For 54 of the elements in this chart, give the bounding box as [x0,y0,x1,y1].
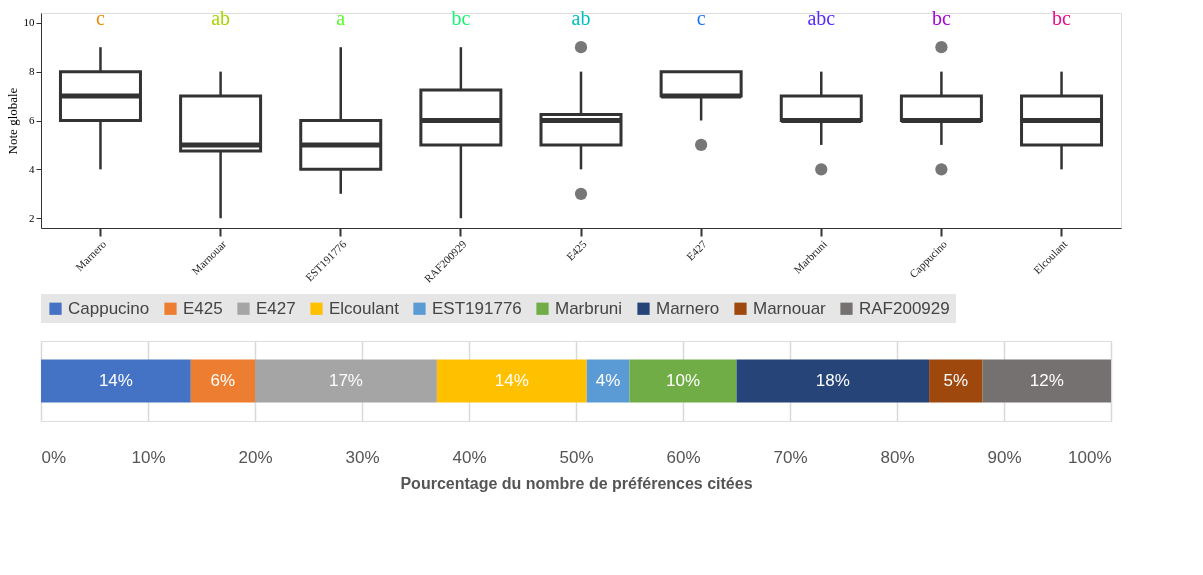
annotation: ab [571,7,591,29]
legend-label: E427 [256,298,296,318]
x-tick-label: 20% [238,447,273,467]
y-tick-label: 8 [29,65,35,78]
bar [436,359,587,403]
bar [629,359,737,403]
annotation: bc [451,7,471,29]
x-tick-label: 60% [666,447,701,467]
data-label: 10% [665,371,701,390]
legend-label: Cappucino [68,298,150,318]
data-label: 18% [815,371,850,390]
y-tick-label: 10 [23,16,35,29]
legend-label: Elcoulant [329,298,400,318]
x-tick-label: 30% [345,447,380,467]
y-tick-label: 2 [29,211,35,224]
x-tick-label: 10% [131,447,166,467]
legend-label: Marbruni [555,298,623,318]
bar [255,359,437,403]
data-label: 6% [210,371,236,390]
y-tick-label: 6 [29,114,35,126]
x-tick-label: 80% [880,447,915,467]
data-label: 14% [494,371,529,390]
bar [586,359,630,403]
y-axis-title: Note globale [4,87,20,155]
bar [982,359,1111,403]
annotation: c [696,7,706,29]
x-tick-label: 0% [41,447,67,467]
x-tick-label: 40% [452,447,487,467]
legend-label: E425 [183,298,223,318]
annotation: a [336,7,346,29]
bar [190,359,255,403]
x-tick-label: 90% [987,447,1022,467]
x-axis-title: Pourcentage du nombre de préférences citées [400,474,753,492]
data-label: 17% [328,371,363,390]
y-tick-label: 4 [29,162,35,175]
x-tick-label: 50% [559,447,594,467]
annotation: bc [1052,7,1072,29]
bar [41,359,191,403]
legend-label: Marnouar [753,298,827,318]
annotation: bc [931,7,951,29]
bar [929,359,983,403]
data-label: 12% [1029,371,1064,390]
data-label: 4% [595,371,621,390]
annotation: ab [211,7,231,29]
legend-label: Marnero [656,298,720,318]
data-label: 14% [98,371,133,390]
annotation: abc [807,7,836,29]
x-tick-label: 70% [773,447,808,467]
bar [736,359,930,403]
annotation: c [96,7,106,29]
legend-label: RAF200929 [859,298,950,318]
data-label: 5% [943,371,969,390]
legend-label: EST191776 [432,298,522,318]
x-tick-label: 100% [1068,447,1112,467]
